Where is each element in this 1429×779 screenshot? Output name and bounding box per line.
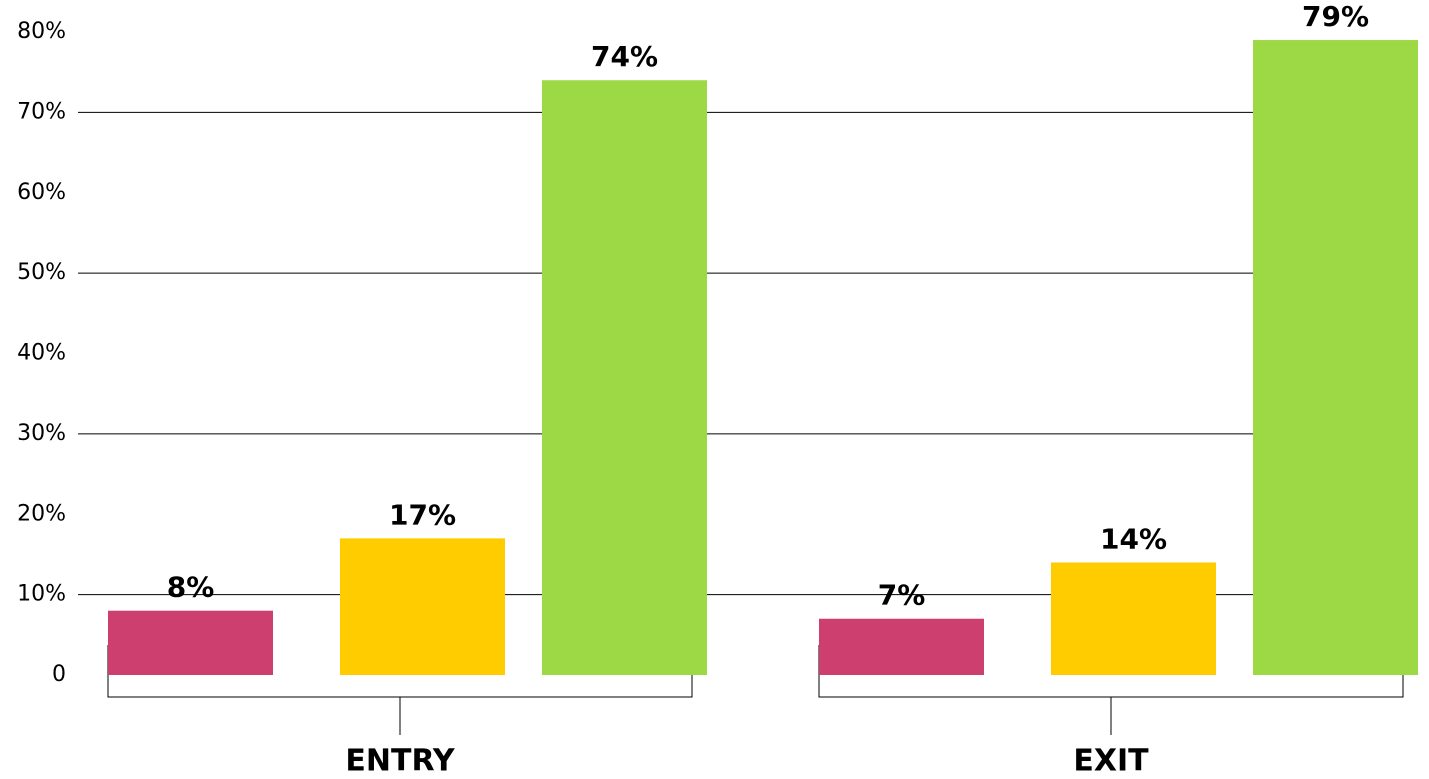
y-tick-label: 60% (17, 180, 66, 205)
value-label: 17% (389, 498, 456, 531)
y-tick-label: 10% (17, 582, 66, 607)
bar (819, 618, 984, 675)
value-label: 79% (1302, 0, 1369, 33)
y-tick-label: 40% (17, 341, 66, 366)
bar (542, 80, 707, 676)
y-tick-label: 30% (17, 421, 66, 446)
value-label: 7% (878, 579, 926, 612)
y-tick-label: 50% (17, 260, 66, 285)
bar (1253, 40, 1418, 676)
y-tick-label: 20% (17, 501, 66, 526)
bar (340, 538, 505, 675)
value-label: 8% (167, 571, 215, 604)
y-tick-label: 80% (17, 19, 66, 44)
bar (1051, 562, 1216, 675)
group-label: ENTRY (345, 744, 456, 779)
group-label: EXIT (1073, 744, 1149, 779)
value-label: 74% (591, 40, 658, 73)
bar (108, 610, 273, 675)
value-label: 14% (1100, 522, 1167, 555)
y-tick-label: 0 (52, 662, 66, 687)
y-tick-label: 70% (17, 99, 66, 124)
